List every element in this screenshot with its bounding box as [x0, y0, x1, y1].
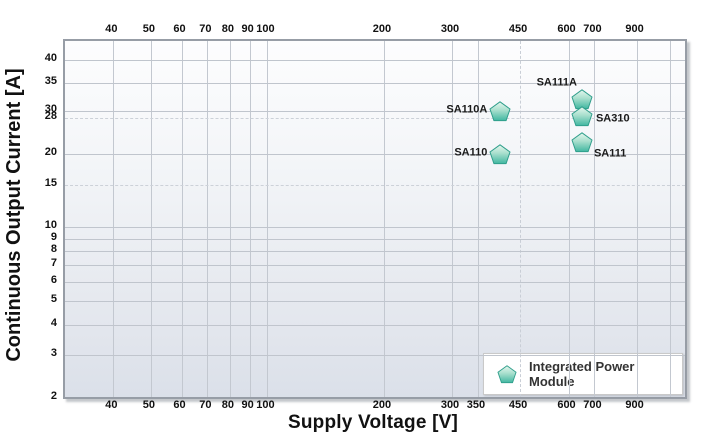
v-gridline	[181, 41, 183, 397]
h-gridline	[65, 238, 685, 240]
x-tick-top: 70	[199, 23, 212, 35]
plot-area: Integrated Power Module SA110A SA110 SA111…	[63, 39, 687, 399]
h-gridline	[65, 154, 685, 155]
h-gridline	[65, 281, 685, 283]
h-gridline	[65, 265, 685, 267]
v-gridline	[207, 41, 209, 397]
y-tick: 4	[50, 316, 57, 329]
x-tick-top: 100	[256, 23, 275, 35]
v-gridline	[113, 41, 115, 397]
x-tick-top: 300	[440, 23, 460, 35]
data-point-label-sa310: SA310	[595, 112, 630, 125]
y-tick: 6	[50, 273, 57, 286]
v-gridline	[150, 41, 152, 397]
x-tick-top: 600	[557, 23, 576, 35]
data-point-marker-sa111	[571, 131, 593, 158]
h-gridline	[65, 227, 685, 229]
data-point-marker-sa310	[571, 106, 593, 132]
pentagon-marker-icon	[489, 144, 511, 165]
x-tick-top: 200	[372, 23, 392, 35]
h-gridline	[65, 355, 685, 356]
h-gridline	[65, 111, 685, 112]
y-tick: 9	[50, 230, 57, 243]
v-gridline	[229, 41, 231, 397]
x-tick-top: 40	[105, 23, 118, 35]
x-tick-bottom: 600	[557, 399, 576, 411]
y-tick: 8	[50, 243, 57, 256]
y-tick: 40	[44, 52, 57, 64]
y-axis-title: Continuous Output Current [A]	[3, 68, 25, 362]
v-gridline	[636, 41, 638, 397]
data-point-label-sa110a: SA110A	[446, 103, 488, 116]
data-point-label-sa111: SA111	[593, 147, 627, 160]
x-tick-bottom: 80	[221, 399, 235, 411]
x-tick-bottom: 60	[173, 399, 186, 411]
v-gridline	[670, 41, 672, 397]
x-tick-bottom: 100	[256, 399, 275, 411]
pentagon-marker-icon	[571, 106, 593, 127]
x-tick-bottom: 350	[466, 399, 486, 411]
x-tick-top: 60	[173, 23, 186, 35]
x-tick-bottom: 900	[625, 399, 644, 411]
x-tick-top: 80	[221, 23, 235, 35]
x-axis-title: Supply Voltage [V]	[287, 412, 459, 433]
h-gridline	[65, 184, 685, 186]
pentagon-marker-icon	[497, 364, 517, 384]
legend-box: Integrated Power Module	[483, 353, 683, 395]
y-tick: 10	[44, 219, 57, 232]
y-tick: 15	[44, 176, 57, 189]
x-tick-top: 900	[625, 23, 644, 35]
x-tick-bottom: 700	[583, 399, 602, 411]
v-gridline	[267, 41, 269, 397]
h-gridline	[65, 60, 685, 61]
x-tick-bottom: 450	[508, 399, 528, 411]
pentagon-marker-icon	[571, 131, 593, 152]
data-point-label-sa110: SA110	[454, 146, 488, 159]
x-tick-bottom: 70	[199, 399, 212, 411]
v-gridline	[477, 41, 479, 397]
y-tick: 30	[44, 103, 57, 115]
x-tick-bottom: 50	[142, 399, 156, 411]
y-tick: 2	[50, 390, 57, 402]
v-gridline	[568, 41, 570, 397]
y-tick: 20	[44, 146, 57, 158]
v-gridline	[452, 41, 453, 397]
h-gridline	[65, 324, 685, 326]
y-tick: 5	[50, 292, 57, 305]
v-gridline	[520, 41, 522, 397]
pentagon-marker-icon	[489, 101, 511, 122]
x-tick-bottom: 200	[372, 399, 392, 411]
h-gridline	[65, 118, 685, 120]
x-tick-top: 700	[583, 23, 602, 35]
data-point-marker-sa110	[489, 144, 511, 170]
x-tick-bottom: 90	[241, 399, 254, 411]
h-gridline	[65, 251, 685, 253]
x-tick-bottom: 300	[440, 399, 460, 411]
data-point-marker-sa110a	[489, 101, 511, 127]
y-tick: 7	[50, 257, 57, 270]
legend-label: Integrated Power Module	[529, 359, 635, 389]
x-tick-top: 50	[142, 23, 156, 35]
y-tick: 35	[44, 75, 57, 87]
x-tick-bottom: 40	[105, 399, 118, 411]
v-gridline	[249, 41, 251, 397]
h-gridline	[65, 83, 685, 84]
x-tick-top: 450	[508, 23, 528, 35]
v-gridline	[594, 41, 596, 397]
y-tick: 3	[50, 347, 57, 359]
x-tick-top: 90	[241, 23, 254, 35]
y-tick: 28	[44, 110, 57, 123]
v-gridline	[383, 41, 385, 397]
data-point-label-sa111a: SA111A	[536, 76, 577, 89]
h-gridline	[65, 300, 685, 302]
